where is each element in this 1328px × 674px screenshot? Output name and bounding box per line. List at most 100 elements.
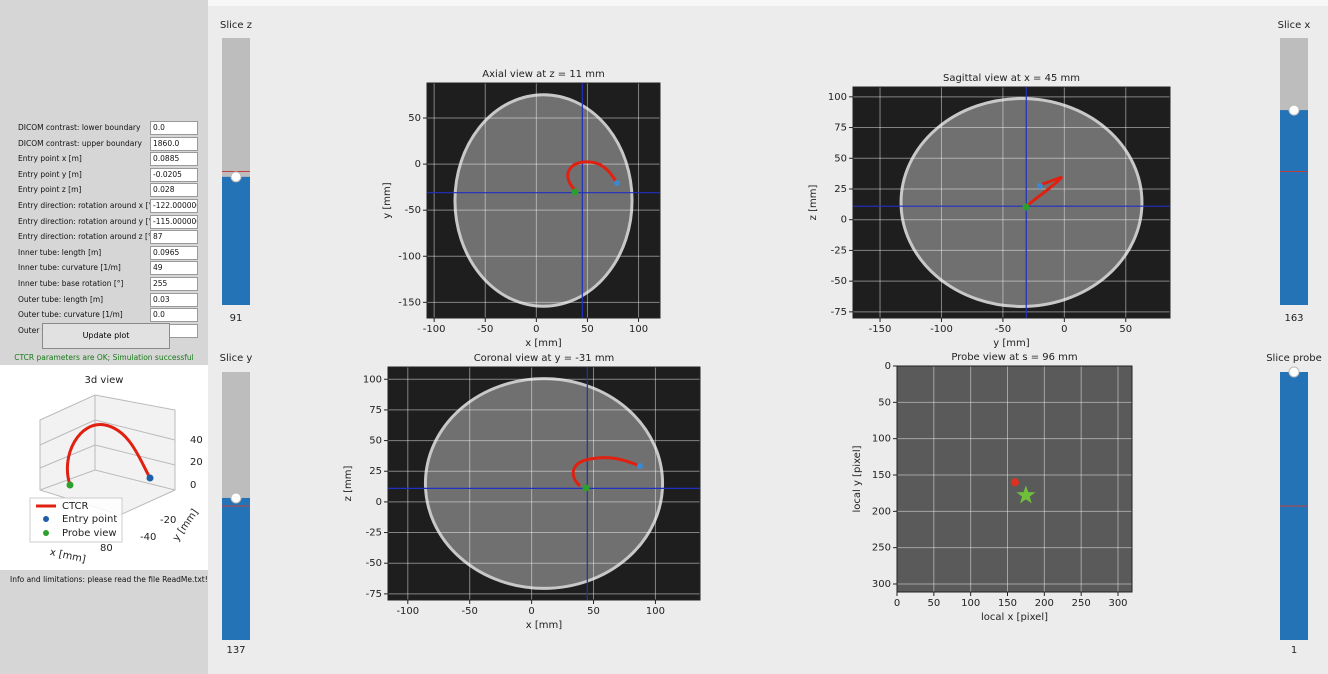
z-tick: 40	[190, 435, 203, 446]
x-tick-label: 0	[894, 598, 900, 609]
slider-handle[interactable]	[231, 493, 241, 503]
canvas: 3d view 40 20 0 -20 -40 80 x [mm] y [mm]…	[0, 0, 1328, 674]
slider-value: 91	[230, 313, 243, 324]
app-window: {"parameters": [ {"label": "DICOM contra…	[0, 0, 1328, 674]
y-axis-label: y [mm]	[382, 182, 393, 218]
y-tick-label: 50	[408, 113, 421, 124]
x-tick-label: 150	[998, 598, 1017, 609]
z-tick: 0	[190, 480, 196, 491]
slider-handle[interactable]	[1289, 367, 1299, 377]
y-tick-label: 300	[872, 579, 891, 590]
y-tick-label: -50	[831, 276, 847, 287]
probe-point	[572, 189, 579, 196]
x-axis-label: local x [pixel]	[981, 612, 1048, 623]
x-tick-label: 0	[533, 324, 539, 335]
slider-handle[interactable]	[1289, 105, 1299, 115]
y-tick-label: 25	[834, 184, 847, 195]
x-tick-label: 50	[581, 324, 594, 335]
y-tick-label: 0	[376, 497, 382, 508]
legend-entry: Probe view	[62, 528, 117, 539]
legend-entry: CTCR	[62, 501, 88, 512]
x-tick-label: 50	[1119, 324, 1132, 335]
y-tick-label: -150	[398, 297, 421, 308]
z-tick: 20	[190, 457, 203, 468]
slider-label: Slice x	[1278, 20, 1311, 31]
x-tick-label: 50	[927, 598, 940, 609]
x-tick-label: -100	[396, 606, 419, 617]
view3d-title: 3d view	[85, 375, 124, 386]
y-tick: -20	[160, 515, 176, 526]
x-tick-label: 250	[1072, 598, 1091, 609]
slider-value: 1	[1291, 645, 1297, 656]
plot-title: Probe view at s = 96 mm	[951, 352, 1077, 363]
plot-title: Axial view at z = 11 mm	[482, 69, 604, 80]
probe-point	[583, 485, 590, 492]
x-tick-label: 300	[1108, 598, 1127, 609]
y-tick-label: 0	[415, 159, 421, 170]
slider-fill	[222, 498, 250, 640]
x-tick-label: 200	[1035, 598, 1054, 609]
x-tick-label: -50	[995, 324, 1011, 335]
y-tick-label: 150	[872, 470, 891, 481]
y-tick-label: 200	[872, 506, 891, 517]
y-tick-label: 50	[834, 153, 847, 164]
slider-handle[interactable]	[231, 172, 241, 182]
plot: -100 -50 0 50 100 50 0 -50 -100 -150 Axial view at…	[382, 69, 660, 349]
x-axis-label: x [mm]	[525, 338, 561, 349]
x-tick-label: 100	[629, 324, 648, 335]
y-tick-label: 75	[369, 405, 382, 416]
y-tick-label: 100	[363, 374, 382, 385]
y-tick-label: 0	[885, 361, 891, 372]
top-bar	[208, 0, 1328, 6]
entry-point	[614, 180, 620, 186]
slider-label: Slice y	[220, 353, 253, 364]
probe-point-3d	[67, 482, 74, 489]
slider-label: Slice probe	[1266, 353, 1322, 364]
y-tick-label: -75	[831, 307, 847, 318]
probe-point	[1023, 204, 1030, 211]
y-tick-label: -50	[405, 205, 421, 216]
legend-3d: CTCR Entry point Probe view	[30, 498, 122, 542]
x-tick-label: -50	[462, 606, 478, 617]
y-tick-label: 50	[369, 436, 382, 447]
slider-fill	[1280, 110, 1308, 305]
y-axis-label: z [mm]	[808, 185, 819, 221]
y-tick-label: 100	[828, 92, 847, 103]
slider-label: Slice z	[220, 20, 252, 31]
y-tick-label: 250	[872, 543, 891, 554]
head-scan	[901, 99, 1142, 307]
slider-value: 137	[226, 645, 245, 656]
plot-title: Sagittal view at x = 45 mm	[943, 73, 1080, 84]
x-tick-label: -100	[423, 324, 446, 335]
plot: -100-500501001007550250-25-50-75Coronal …	[343, 353, 700, 631]
x-tick: 80	[100, 543, 113, 554]
entry-point	[1037, 183, 1043, 189]
y-tick-label: -25	[366, 528, 382, 539]
slider-fill	[222, 177, 250, 305]
entry-point	[637, 463, 643, 469]
y-tick: -40	[140, 532, 156, 543]
x-tick-label: 0	[528, 606, 534, 617]
x-tick-label: 0	[1061, 324, 1067, 335]
x-axis-label: x [mm]	[526, 620, 562, 631]
y-tick-label: -50	[366, 558, 382, 569]
x-tick-label: -50	[477, 324, 493, 335]
y-axis-label: local y [pixel]	[852, 445, 863, 512]
x-tick-label: -150	[869, 324, 892, 335]
x-tick-label: 100	[961, 598, 980, 609]
x-axis-label: y [mm]	[993, 338, 1029, 349]
y-tick-label: 100	[872, 434, 891, 445]
info-text: Info and limitations: please read the fi…	[10, 575, 208, 584]
y-tick-label: -100	[398, 251, 421, 262]
plot-title: Coronal view at y = -31 mm	[474, 353, 615, 364]
x-tick-label: -100	[930, 324, 953, 335]
y-tick-label: 25	[369, 466, 382, 477]
y-axis-label: z [mm]	[343, 466, 354, 502]
y-tick-label: 75	[834, 123, 847, 134]
probe-dot	[1011, 478, 1019, 486]
x-tick-label: 100	[646, 606, 665, 617]
entry-point-3d	[147, 475, 154, 482]
slider-value: 163	[1284, 313, 1303, 324]
head-scan	[455, 95, 632, 307]
